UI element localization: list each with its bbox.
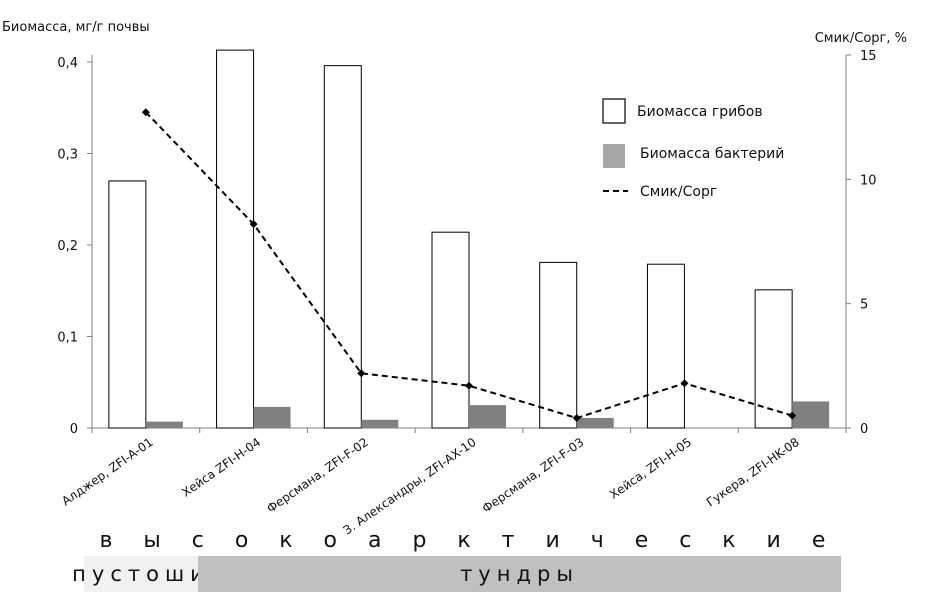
descriptor-letter: р: [412, 527, 427, 553]
right-tick-label: 5: [860, 298, 868, 313]
descriptor-letter: с: [679, 527, 692, 553]
right-axis-label: Смик/Сорг, %: [815, 31, 907, 46]
ratio-point: [249, 220, 258, 229]
left-axis-ticks: 0 0,1 0,2 0,3 0,4: [57, 56, 92, 437]
bacteria-bar: [469, 405, 506, 428]
ratio-point: [572, 414, 581, 423]
category-label: Ферсмана, ZFI-F-03: [480, 435, 587, 516]
legend-label-ratio: Смик/Сорг: [640, 184, 717, 200]
bacteria-bar: [361, 419, 399, 428]
descriptor-letter: е: [811, 527, 826, 553]
fungi-bar: [216, 49, 255, 429]
fungi-bar: [323, 65, 362, 429]
right-tick-label: 10: [860, 173, 877, 188]
bacteria-bar: [253, 406, 291, 428]
descriptor-letter: в: [99, 527, 113, 553]
left-tick-label: 0: [70, 422, 78, 437]
left-axis-label: Биомасса, мг/г почвы: [2, 20, 150, 35]
ratio-point: [357, 369, 366, 378]
descriptor-letter: ч: [590, 527, 604, 553]
fungi-bars: [108, 49, 793, 429]
bacteria-bars: [145, 401, 830, 428]
category-label: Ферсмана, ZFI-F-02: [264, 435, 371, 516]
bacteria-bar: [576, 417, 614, 428]
habitat-tundra: тундры: [198, 556, 841, 592]
ratio-point: [788, 411, 797, 420]
descriptor-letter: к: [279, 527, 293, 553]
descriptor-letter: т: [501, 527, 515, 553]
legend-label-bacteria: Биомасса бактерий: [640, 146, 784, 162]
descriptor-letter: о: [234, 527, 249, 553]
ratio-point: [141, 108, 150, 117]
legend-swatch-fungi: [602, 98, 626, 124]
left-tick-label: 0,3: [57, 148, 78, 163]
descriptor-letter: ы: [143, 527, 161, 553]
category-label: Хейса ZFI-H-04: [179, 435, 263, 500]
descriptor-letter: а: [367, 527, 382, 553]
left-tick-label: 0,1: [57, 331, 78, 346]
fungi-bar: [431, 231, 470, 429]
category-label: Гукера, ZFI-HK-08: [704, 435, 802, 509]
descriptor-letter: о: [323, 527, 338, 553]
category-label: Хейса, ZFI-H-05: [607, 435, 694, 502]
category-label: Алджер, ZFI-A-01: [59, 435, 155, 508]
descriptor-letter: к: [457, 527, 471, 553]
habitat-barrens: пустоши: [72, 556, 204, 592]
descriptor-letter: и: [545, 527, 560, 553]
legend-swatch-bacteria: [603, 144, 625, 168]
right-axis-ticks: 0 5 10 15: [91, 49, 877, 437]
left-tick-label: 0,2: [57, 239, 78, 254]
legend: Биомасса грибов Биомасса бактерий Смик/С…: [602, 98, 784, 200]
ratio-point: [680, 379, 689, 388]
ratio-line: [141, 108, 797, 423]
bacteria-bar: [792, 401, 830, 428]
category-labels: Алджер, ZFI-A-01 Хейса ZFI-H-04 Ферсмана, …: [59, 435, 802, 538]
fungi-bar: [108, 180, 147, 429]
legend-label-fungi: Биомасса грибов: [637, 104, 763, 120]
descriptor-letter: и: [766, 527, 781, 553]
ratio-point: [465, 381, 473, 390]
fungi-bar: [539, 261, 578, 429]
fungi-bar: [646, 263, 685, 429]
fungi-bar: [754, 289, 793, 429]
habitat-bar: пустоши тундры: [72, 556, 841, 592]
bacteria-bar: [145, 421, 183, 428]
descriptor-letter: с: [191, 527, 204, 553]
descriptor-letter: е: [634, 527, 649, 553]
right-tick-label: 0: [860, 422, 868, 437]
left-tick-label: 0,4: [57, 56, 78, 71]
descriptor-letter: к: [722, 527, 736, 553]
right-tick-label: 15: [860, 49, 877, 64]
